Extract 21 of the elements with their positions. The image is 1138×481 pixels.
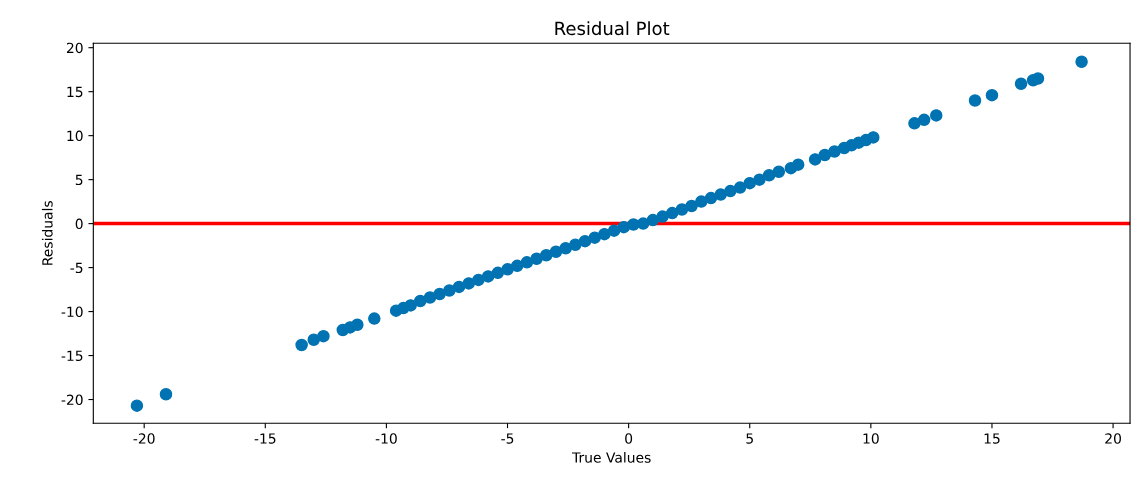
x-tick-label: 20 bbox=[1105, 433, 1121, 444]
x-axis-title: True Values bbox=[571, 452, 651, 463]
x-tick-label: -5 bbox=[501, 433, 514, 444]
x-tick-label: 0 bbox=[625, 433, 633, 444]
y-tick-label: -10 bbox=[61, 306, 83, 318]
y-tick-label: -20 bbox=[61, 394, 83, 405]
chart-title: Residual Plot bbox=[555, 21, 670, 36]
y-tick-label: 20 bbox=[66, 42, 83, 54]
y-tick-label: -15 bbox=[61, 350, 83, 362]
y-tick-label: 5 bbox=[75, 174, 83, 186]
x-tick-label: -20 bbox=[133, 433, 155, 444]
y-tick-label: 0 bbox=[75, 218, 83, 230]
x-tick-label: 10 bbox=[863, 433, 879, 444]
x-tick-label: 5 bbox=[746, 433, 753, 444]
x-tick-label: -10 bbox=[375, 433, 397, 444]
x-tick-label: 15 bbox=[984, 433, 1000, 444]
y-tick-label: 15 bbox=[67, 86, 83, 98]
y-tick-label: 10 bbox=[67, 130, 83, 142]
y-axis-title: Residuals bbox=[41, 201, 53, 265]
x-tick-label: -15 bbox=[254, 433, 276, 444]
y-tick-label: -5 bbox=[70, 262, 83, 274]
